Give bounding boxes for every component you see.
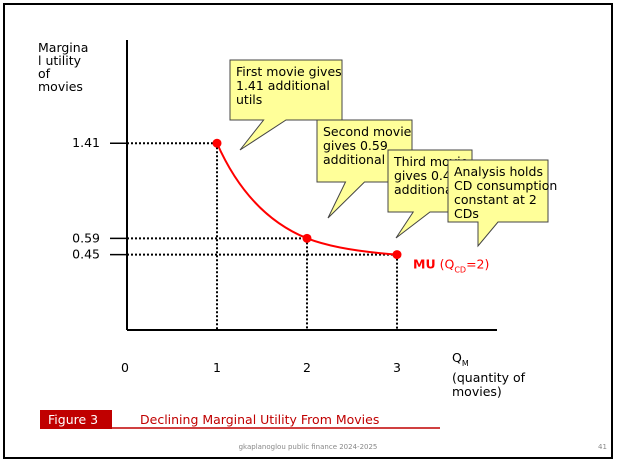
y-tick-label: 1.41 — [72, 135, 100, 150]
point — [212, 138, 222, 148]
callout-box — [447, 159, 549, 248]
series-close: =2) — [466, 257, 489, 272]
callout-text: utils — [236, 92, 262, 107]
x-axis-subscript: M — [462, 359, 469, 368]
footer: gkaplanoglou public finance 2024-2025 — [239, 443, 378, 451]
y-tick-label: 0.45 — [72, 247, 100, 262]
y-axis-label: of — [38, 66, 51, 81]
caption: Declining Marginal Utility From Movies — [140, 412, 379, 427]
callout-box — [229, 59, 343, 151]
y-axis-label: movies — [38, 79, 83, 94]
figure-label: Figure 3 — [48, 412, 98, 427]
x-tick-label: 0 — [121, 360, 129, 375]
x-tick-label: 2 — [303, 360, 311, 375]
x-tick-label: 3 — [393, 360, 401, 375]
series-subscript: CD — [454, 266, 466, 275]
point — [392, 250, 402, 260]
y-tick-label: 0.59 — [72, 230, 100, 245]
series-label: MU (QCD=2) — [413, 257, 489, 275]
x-axis-label: QM — [452, 350, 469, 368]
callout-text: gives 0.45 — [394, 168, 459, 183]
callout-text: Second movie — [323, 124, 412, 139]
y-axis-label: Margina — [38, 40, 88, 55]
callout-text: CDs — [454, 206, 479, 221]
callout-text: CD consumption — [454, 178, 557, 193]
figure-tag — [40, 410, 112, 429]
y-axis-label: l utility — [38, 53, 82, 68]
callout-text: Analysis holds — [454, 164, 543, 179]
x-axis-label: movies) — [452, 384, 502, 399]
callout-text: 1.41 additional — [236, 78, 330, 93]
point — [302, 233, 312, 243]
page-number: 41 — [598, 443, 607, 451]
series-name: MU — [413, 257, 436, 272]
callout-text: First movie gives — [236, 64, 342, 79]
callout-text: gives 0.59 — [323, 138, 388, 153]
x-tick-label: 1 — [213, 360, 221, 375]
series-open: (Q — [440, 257, 455, 272]
x-axis-label: (quantity of — [452, 370, 526, 385]
callout-text: constant at 2 — [454, 192, 537, 207]
x-axis-symbol: Q — [452, 350, 462, 365]
callout-box — [316, 119, 413, 219]
